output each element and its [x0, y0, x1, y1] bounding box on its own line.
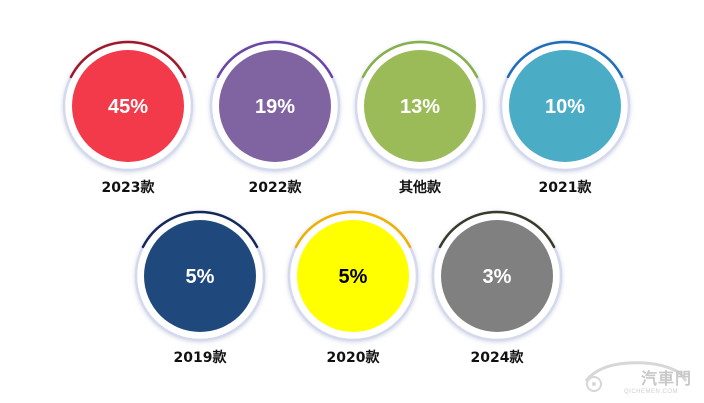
- bubble-category-label: 2020款: [327, 349, 381, 366]
- bubble-2024: 3% 2024款: [431, 210, 563, 366]
- bubble-2020: 5% 2020款: [287, 210, 419, 366]
- bubble-value-label: 19%: [255, 96, 295, 118]
- bubble-value-label: 5%: [186, 266, 215, 288]
- bubble-ring-accent: [141, 210, 259, 249]
- bubble-fill: [441, 220, 553, 332]
- bubble-fill: [364, 50, 476, 162]
- bubble-category-label: 2023款: [102, 179, 156, 196]
- bubble-fill: [72, 50, 184, 162]
- watermark: [576, 351, 696, 395]
- bubble-category-label: 2022款: [249, 179, 303, 196]
- bubble-ring-accent: [216, 40, 334, 79]
- bubble-ring-accent: [69, 40, 187, 79]
- watermark-text: 汽車門: [640, 371, 692, 388]
- bubble-other: 13% 其他款: [354, 40, 486, 196]
- bubble-fill: [297, 220, 409, 332]
- bubble-ring-accent: [506, 40, 624, 79]
- watermark-subtext: QICHEMEN.COM: [624, 389, 678, 395]
- bubble-fill: [509, 50, 621, 162]
- bubble-value-label: 45%: [108, 96, 148, 118]
- bubble-ring-accent: [294, 210, 412, 249]
- bubble-fill: [219, 50, 331, 162]
- bubble-value-label: 3%: [483, 266, 512, 288]
- bubble-2023: 45% 2023款: [62, 40, 194, 196]
- bubble-2019: 5% 2019款: [134, 210, 266, 366]
- bubble-value-label: 13%: [400, 96, 440, 118]
- car-logo-icon: [584, 361, 688, 392]
- bubble-2022: 19% 2022款: [209, 40, 341, 196]
- bubble-fill: [144, 220, 256, 332]
- bubble-2021: 10% 2021款: [499, 40, 631, 196]
- bubble-category-label: 2024款: [471, 349, 525, 366]
- bubble-category-label: 2021款: [539, 179, 593, 196]
- bubble-value-label: 5%: [339, 266, 368, 288]
- bubble-value-label: 10%: [545, 96, 585, 118]
- bubble-ring-accent: [361, 40, 479, 79]
- bubble-ring-accent: [438, 210, 556, 249]
- bubble-category-label: 2019款: [174, 349, 228, 366]
- bubble-category-label: 其他款: [399, 179, 442, 196]
